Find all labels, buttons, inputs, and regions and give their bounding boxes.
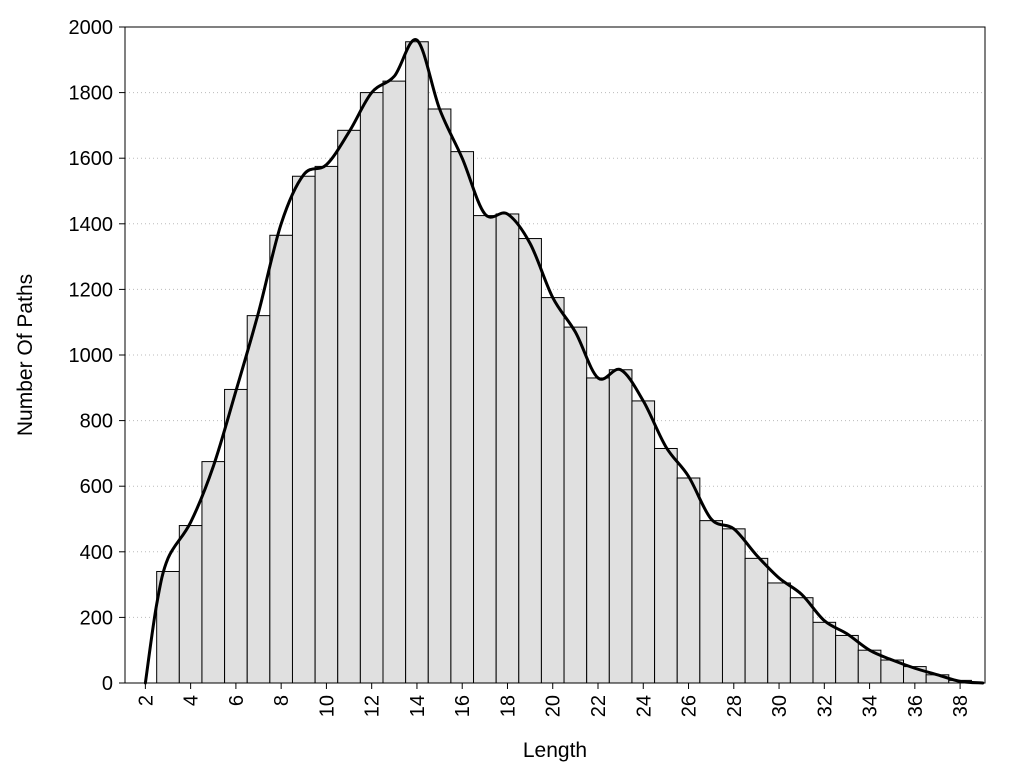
y-tick-label: 200 [80,607,113,629]
bar [495,213,520,684]
y-axis-ticks: 0 200 400 600 800 1000 1200 1400 1600 1800 2000 [69,17,125,695]
bar [608,369,633,684]
bar [382,80,407,684]
bar [450,151,475,684]
bar [224,388,248,684]
x-axis-ticks: 2 4 6 8 10 12 14 16 18 20 22 24 26 28 30 32 34 36 38 [135,683,972,717]
grid-lines [125,92,985,618]
x-tick-label: 14 [407,695,429,717]
bar [835,634,859,684]
y-tick-label: 400 [80,542,113,564]
x-tick-label: 28 [724,695,746,717]
y-tick-label: 800 [80,411,113,433]
x-tick-label: 12 [362,695,384,717]
x-tick-label: 32 [814,695,836,717]
bar [337,129,361,684]
bar [586,377,610,684]
x-tick-label: 36 [905,695,927,717]
y-tick-label: 1000 [69,345,114,367]
x-tick-label: 6 [226,695,248,706]
x-tick-label: 18 [497,695,519,717]
x-tick-label: 24 [633,695,655,717]
bar [246,315,271,684]
bar [540,297,565,684]
y-tick-label: 1400 [69,214,114,236]
x-tick-label: 26 [679,695,701,717]
x-tick-label: 10 [316,695,338,717]
y-tick-label: 1800 [69,83,114,105]
bar [654,447,678,684]
bar [744,557,769,684]
x-tick-label: 20 [543,695,565,717]
y-tick-label: 1200 [69,279,114,301]
bar [314,165,339,684]
bar [518,238,542,684]
bar [405,41,429,684]
x-tick-label: 22 [588,695,610,717]
bar [767,582,791,684]
bars [156,41,972,684]
bar [699,520,723,684]
bar [178,525,203,684]
bar [631,400,656,684]
bar [473,215,497,684]
y-tick-label: 600 [80,476,113,498]
x-axis-title: Length [523,739,587,762]
x-tick-label: 2 [135,695,157,706]
bar [291,175,316,684]
y-tick-label: 1600 [69,148,114,170]
bar [427,108,452,684]
x-tick-label: 8 [271,695,293,706]
bar [201,461,226,684]
density-curve [143,38,985,685]
y-axis-title: Number Of Paths [14,274,37,436]
bar [676,477,701,684]
bar [789,597,814,684]
y-tick-label: 2000 [69,17,114,39]
x-tick-label: 34 [860,695,882,717]
x-tick-label: 38 [950,695,972,717]
bar [721,528,746,684]
bar [812,621,837,684]
x-tick-label: 16 [452,695,474,717]
y-tick-label: 0 [102,673,113,695]
x-tick-label: 30 [769,695,791,717]
bar [563,326,588,684]
x-tick-label: 4 [181,695,203,706]
bar [359,92,384,684]
bar [269,234,293,684]
